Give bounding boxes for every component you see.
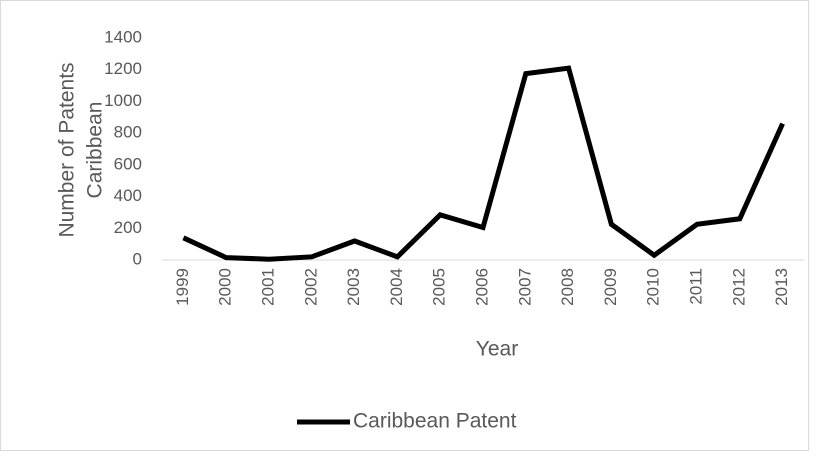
x-tick-label: 1999 — [173, 268, 192, 306]
x-tick-label: 2013 — [772, 268, 791, 306]
y-tick-label: 200 — [114, 218, 142, 237]
x-tick-label: 2006 — [472, 268, 491, 306]
y-tick-label: 1400 — [104, 27, 142, 46]
x-tick-label: 2003 — [344, 268, 363, 306]
y-tick-label: 1000 — [104, 91, 142, 110]
x-axis-title: Year — [476, 338, 518, 361]
y-tick-label: 1200 — [104, 59, 142, 78]
x-tick-label: 2005 — [430, 268, 449, 306]
x-tick-label: 2012 — [729, 268, 748, 306]
y-tick-label: 800 — [114, 123, 142, 142]
x-tick-label: 2001 — [258, 268, 277, 306]
x-tick-label: 2002 — [301, 268, 320, 306]
x-tick-label: 2009 — [601, 268, 620, 306]
chart-border — [0, 0, 809, 451]
x-tick-label: 2008 — [558, 268, 577, 306]
x-tick-label: 2011 — [686, 268, 705, 305]
legend-label: Caribbean Patent — [353, 410, 517, 433]
x-tick-label: 2010 — [644, 268, 663, 306]
x-tick-label: 2004 — [387, 268, 406, 306]
y-axis-title: Caribbean — [84, 102, 107, 199]
x-tick-label: 2007 — [515, 268, 534, 306]
data-line — [182, 65, 785, 262]
y-tick-label: 600 — [114, 154, 142, 173]
y-tick-label: 0 — [133, 249, 142, 268]
y-tick-label: 400 — [114, 186, 142, 205]
y-axis-title: Number of Patents — [56, 62, 79, 237]
x-tick-label: 2000 — [216, 268, 235, 306]
